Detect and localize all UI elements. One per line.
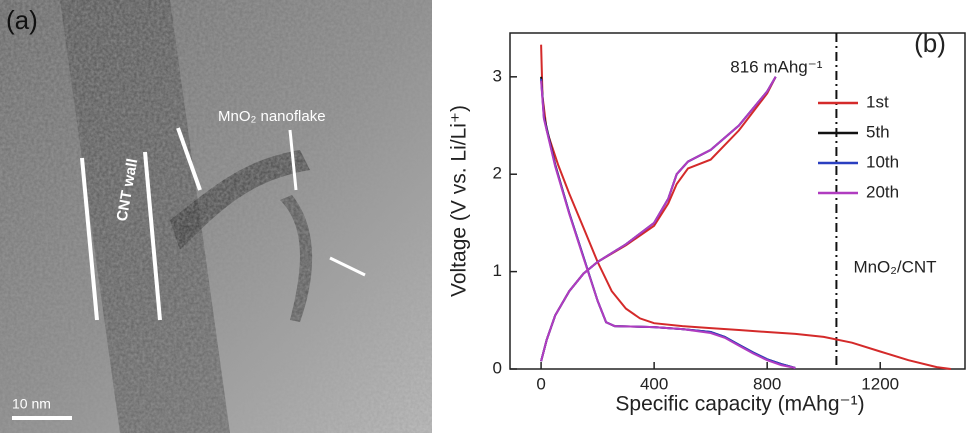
scale-label: 10 nm	[12, 396, 51, 412]
x-tick-label: 800	[753, 374, 781, 393]
x-tick-label: 0	[536, 374, 545, 393]
panel-label: (a)	[6, 5, 38, 35]
arrow	[176, 127, 202, 191]
series-line	[540, 44, 952, 370]
legend-label: 1st	[866, 92, 889, 111]
arrow	[288, 129, 298, 191]
wall-line	[143, 151, 162, 321]
plot-frame	[509, 32, 966, 370]
legend-label: 20th	[866, 182, 899, 201]
y-tick-label: 1	[493, 261, 502, 280]
x-axis-title: Specific capacity (mAhg⁻¹)	[615, 393, 864, 416]
y-tick-label: 0	[493, 358, 502, 377]
y-axis-title: Voltage (V vs. Li/Li⁺)	[448, 105, 471, 297]
x-tick-label: 400	[640, 374, 668, 393]
wall-line	[80, 157, 99, 321]
annotation: 816 mAhg⁻¹	[730, 57, 822, 76]
tem-panel: (a) MnO₂ nanoflake CNT wall 10 nm	[0, 0, 432, 433]
y-tick-label: 2	[493, 164, 502, 183]
chart: (b) Specific capacity (mAhg⁻¹) Voltage (…	[448, 28, 966, 416]
x-tick-label: 1200	[861, 374, 899, 393]
legend-label: 5th	[866, 122, 890, 141]
flake-label: MnO₂ nanoflake	[218, 108, 326, 125]
y-tick-label: 3	[493, 66, 502, 85]
panel-label: (b)	[914, 28, 946, 58]
legend-label: 10th	[866, 152, 899, 171]
sample-label: MnO₂/CNT	[853, 257, 936, 276]
series-line	[540, 76, 796, 369]
texture	[0, 0, 432, 433]
arrow	[329, 256, 366, 277]
